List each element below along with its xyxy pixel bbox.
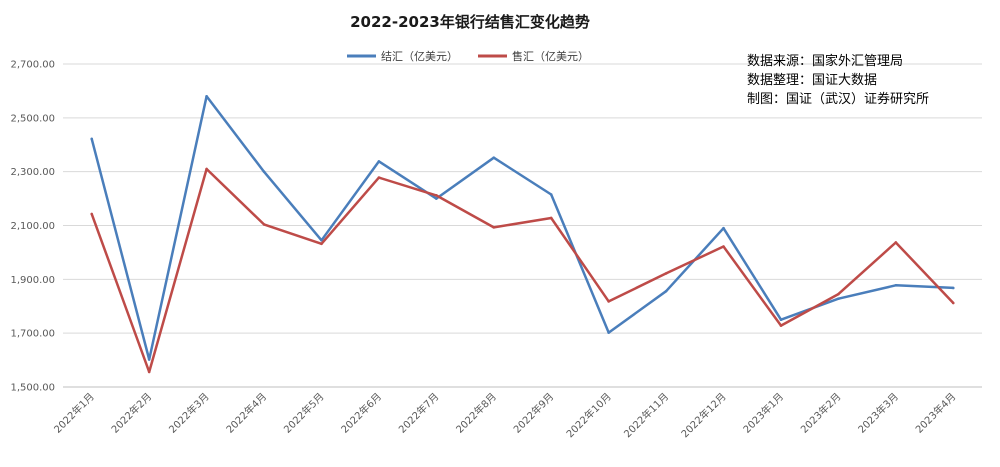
legend: 结汇（亿美元） 售汇（亿美元） bbox=[347, 49, 589, 63]
data-point bbox=[320, 242, 323, 246]
legend-label-sale: 售汇（亿美元） bbox=[512, 49, 589, 63]
data-point bbox=[262, 170, 266, 173]
data-point bbox=[377, 176, 381, 179]
data-point bbox=[722, 226, 725, 230]
y-tick-label: 2,500.00 bbox=[10, 113, 55, 124]
x-tick-label: 2022年4月 bbox=[223, 390, 269, 436]
data-point bbox=[664, 272, 668, 275]
data-point bbox=[90, 212, 94, 216]
x-tick-label: 2022年6月 bbox=[338, 390, 384, 436]
data-point bbox=[492, 156, 496, 159]
x-tick-label: 2022年11月 bbox=[621, 390, 671, 440]
data-point bbox=[205, 95, 208, 98]
x-tick-label: 2022年1月 bbox=[51, 390, 97, 436]
data-point bbox=[320, 239, 323, 242]
data-point bbox=[607, 331, 610, 334]
note-chart-by: 制图：国证（武汉）证券研究所 bbox=[747, 91, 929, 107]
y-tick-label: 1,900.00 bbox=[10, 275, 55, 286]
x-tick-label: 2022年2月 bbox=[108, 390, 154, 436]
series-line-1 bbox=[90, 167, 955, 374]
x-tick-label: 2023年3月 bbox=[855, 390, 901, 436]
data-point bbox=[377, 160, 381, 163]
data-point bbox=[262, 223, 266, 226]
x-tick-label: 2022年3月 bbox=[166, 390, 212, 436]
x-axis-ticks: 2022年1月 2022年2月 2022年3月 2022年4月 2022年5月 2022年… bbox=[51, 390, 958, 440]
data-point bbox=[837, 297, 840, 301]
series-line-0 bbox=[90, 95, 954, 361]
note-source: 数据来源：国家外汇管理局 bbox=[747, 53, 903, 69]
data-point bbox=[894, 241, 898, 244]
data-point bbox=[779, 324, 783, 327]
x-tick-label: 2022年7月 bbox=[396, 390, 442, 436]
y-tick-label: 1,500.00 bbox=[10, 383, 55, 394]
data-point bbox=[951, 301, 955, 305]
y-tick-label: 2,300.00 bbox=[10, 167, 55, 178]
data-point bbox=[607, 300, 610, 303]
data-point bbox=[435, 197, 438, 200]
data-point bbox=[837, 292, 840, 296]
source-notes: 数据来源：国家外汇管理局 数据整理：国证大数据 制图：国证（武汉）证券研究所 bbox=[747, 53, 929, 107]
data-point bbox=[492, 226, 496, 229]
data-point bbox=[779, 318, 783, 322]
y-tick-label: 2,700.00 bbox=[10, 60, 55, 71]
x-tick-label: 2022年5月 bbox=[281, 390, 327, 436]
legend-label-settlement: 结汇（亿美元） bbox=[381, 50, 458, 63]
data-point bbox=[549, 216, 553, 220]
data-point bbox=[664, 289, 668, 293]
data-point bbox=[722, 245, 725, 248]
note-compiled: 数据整理：国证大数据 bbox=[747, 73, 877, 88]
x-tick-label: 2022年9月 bbox=[511, 390, 557, 436]
grid-lines bbox=[63, 63, 982, 388]
data-point bbox=[549, 193, 553, 196]
x-tick-label: 2022年12月 bbox=[678, 390, 728, 440]
data-point bbox=[951, 286, 955, 290]
data-point bbox=[147, 370, 151, 374]
y-axis-ticks: 1,500.00 1,700.00 1,900.00 2,100.00 2,300.00… bbox=[10, 60, 55, 394]
series-lines bbox=[90, 95, 955, 374]
data-point bbox=[205, 167, 208, 171]
y-tick-label: 2,100.00 bbox=[10, 221, 55, 232]
x-tick-label: 2022年8月 bbox=[453, 390, 499, 436]
x-tick-label: 2023年1月 bbox=[740, 390, 786, 436]
chart-title: 2022-2023年银行结售汇变化趋势 bbox=[350, 13, 590, 31]
x-tick-label: 2022年10月 bbox=[563, 390, 613, 440]
data-point bbox=[90, 137, 94, 141]
data-point bbox=[894, 283, 898, 287]
x-tick-label: 2023年2月 bbox=[798, 390, 844, 436]
data-point bbox=[147, 358, 151, 361]
x-tick-label: 2023年4月 bbox=[913, 390, 959, 436]
data-point bbox=[435, 194, 438, 197]
y-tick-label: 1,700.00 bbox=[10, 329, 55, 340]
